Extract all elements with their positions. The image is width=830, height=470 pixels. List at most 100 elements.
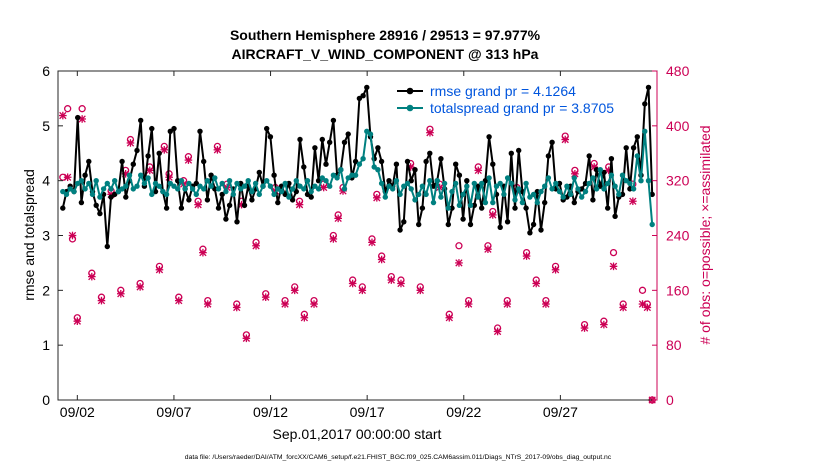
rmse-point — [282, 191, 288, 198]
obs-assimilated-marker — [155, 265, 164, 274]
obs-assimilated-marker — [580, 324, 589, 332]
spread-point — [553, 180, 559, 187]
rmse-point — [397, 227, 403, 233]
spread-point — [434, 178, 440, 184]
spread-point — [464, 183, 470, 189]
obs-assimilated-marker — [213, 146, 222, 154]
spread-point — [264, 178, 270, 184]
rmse-point — [234, 219, 240, 225]
spread-point — [504, 175, 511, 181]
obs-assimilated-marker — [126, 139, 135, 147]
spread-point — [197, 183, 203, 189]
rmse-point — [267, 134, 274, 140]
spread-point — [115, 188, 122, 195]
obs-assimilated-marker — [300, 313, 309, 322]
y-tick-label-left: 1 — [42, 337, 50, 353]
rmse-point — [453, 161, 459, 167]
obs-assimilated-marker — [503, 300, 512, 308]
rmse-point — [416, 221, 422, 228]
spread-point — [593, 186, 600, 192]
spread-point — [149, 191, 155, 198]
rmse-point — [508, 150, 514, 156]
spread-point — [582, 188, 589, 195]
spread-point — [163, 191, 170, 198]
spread-point — [527, 194, 533, 200]
spread-point — [397, 191, 403, 198]
rmse-point — [608, 156, 615, 162]
spread-point — [408, 186, 414, 192]
obs-assimilated-marker — [348, 279, 357, 288]
spread-point — [645, 178, 652, 184]
rmse-point — [627, 186, 633, 192]
rmse-point — [75, 114, 81, 121]
spread-point — [75, 180, 81, 187]
rmse-point — [352, 158, 359, 165]
spread-point — [523, 180, 529, 187]
rmse-point — [219, 191, 225, 198]
rmse-point — [467, 221, 474, 228]
rmse-point — [364, 84, 370, 91]
spread-point — [97, 194, 103, 200]
rmse-point — [612, 213, 618, 219]
y-tick-label-left: 2 — [42, 282, 50, 298]
rmse-point — [605, 205, 611, 211]
spread-point — [289, 186, 296, 192]
obs-assimilated-marker — [619, 303, 627, 312]
spread-point — [201, 186, 207, 192]
rmse-point — [564, 194, 570, 200]
rmse-point — [623, 145, 629, 151]
obs-assimilated-marker — [63, 173, 72, 182]
spread-point — [590, 175, 596, 181]
spread-point — [512, 197, 518, 203]
rmse-point — [301, 164, 307, 170]
spread-point — [367, 131, 374, 137]
spread-point — [186, 180, 192, 187]
spread-point — [542, 183, 548, 189]
obs-assimilated-marker — [281, 300, 289, 308]
rmse-point — [556, 180, 563, 187]
spread-point — [256, 191, 262, 198]
rmse-point — [530, 221, 537, 228]
spread-point — [567, 191, 574, 198]
spread-point — [297, 183, 303, 189]
rmse-point — [504, 219, 511, 225]
spread-point — [67, 186, 73, 192]
spread-point — [401, 183, 407, 189]
spread-point — [427, 178, 433, 184]
spread-point — [490, 199, 496, 206]
obs-assimilated-marker — [600, 320, 608, 329]
spread-point — [560, 194, 566, 200]
x-axis-label: Sep.01,2017 00:00:00 start — [273, 426, 442, 442]
rmse-point — [423, 158, 429, 165]
rmse-point — [308, 194, 314, 200]
y-tick-label-right: 400 — [666, 118, 690, 134]
spread-point — [416, 191, 422, 198]
spread-point — [319, 175, 325, 181]
spread-point — [623, 178, 629, 184]
spread-point — [82, 186, 88, 192]
spread-point — [549, 186, 555, 192]
obs-assimilated-marker — [488, 211, 497, 219]
spread-point — [138, 172, 144, 178]
rmse-point — [542, 199, 548, 206]
spread-point — [226, 178, 233, 184]
rmse-point — [649, 191, 655, 198]
obs-assimilated-marker — [261, 293, 270, 301]
rmse-point — [186, 197, 192, 203]
obs-assimilated-marker — [368, 238, 376, 247]
spread-point — [360, 156, 366, 162]
spread-point — [497, 180, 503, 187]
spread-point — [597, 167, 603, 173]
rmse-point — [512, 205, 518, 211]
legend-spread-label: totalspread grand pr = 3.8705 — [430, 100, 614, 116]
spread-point — [100, 186, 107, 192]
rmse-point — [293, 188, 299, 195]
obs-assimilated-marker — [643, 303, 652, 312]
obs-possible-marker — [609, 248, 618, 257]
rmse-point — [275, 199, 281, 206]
spread-point — [545, 175, 552, 181]
obs-assimilated-marker — [334, 214, 342, 223]
rmse-point — [597, 183, 603, 189]
rmse-point — [286, 180, 292, 187]
